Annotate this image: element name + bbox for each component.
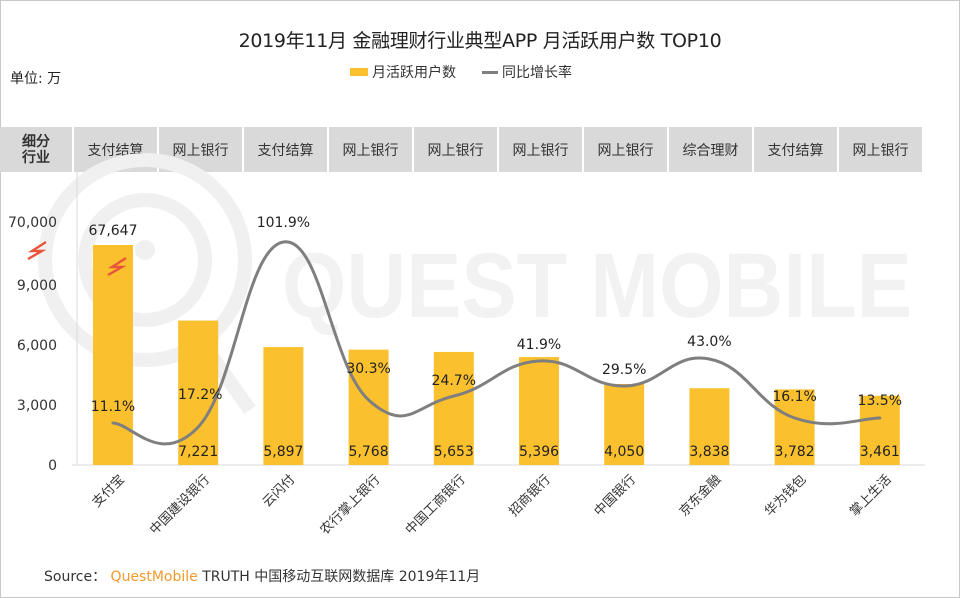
segment-cell: 网上银行 xyxy=(839,127,924,172)
bar-value-label: 3,782 xyxy=(775,444,815,460)
source-prefix: Source： xyxy=(44,569,107,585)
growth-value-label: 43.0% xyxy=(687,334,731,350)
watermark-dot xyxy=(135,240,155,260)
bar xyxy=(774,389,815,465)
chart-title: 2019年11月 金融理财行业典型APP 月活跃用户数 TOP10 xyxy=(238,30,722,52)
legend: 月活跃用户数 同比增长率 xyxy=(350,62,572,82)
bar xyxy=(433,351,474,465)
axis-break-icon xyxy=(27,240,47,261)
watermark-text: QUEST MOBILE xyxy=(282,235,912,337)
segment-cell: 网上银行 xyxy=(414,127,499,172)
source-brand: QuestMobile xyxy=(110,569,198,585)
growth-value-label: 13.5% xyxy=(858,393,902,409)
growth-value-label: 17.2% xyxy=(178,387,222,403)
segment-header-line-1: 细分 xyxy=(22,133,50,150)
segment-cell: 网上银行 xyxy=(499,127,584,172)
bar-break-icon xyxy=(107,256,127,277)
bar xyxy=(604,384,645,465)
unit-label: 单位: 万 xyxy=(10,71,62,87)
bar-value-label: 5,768 xyxy=(349,444,389,460)
x-tick-label: 中国工商银行 xyxy=(403,472,469,538)
y-tick-label: 9,000 xyxy=(17,278,57,294)
x-tick-label: 云闪付 xyxy=(260,472,298,510)
source-note: Source： QuestMobile TRUTH 中国移动互联网数据库 201… xyxy=(44,566,480,586)
bar-value-label: 7,221 xyxy=(178,444,218,460)
x-tick-label: 支付宝 xyxy=(90,472,128,510)
x-tick-label: 掌上生活 xyxy=(847,472,894,519)
legend-bar-label: 月活跃用户数 xyxy=(372,65,456,81)
bar xyxy=(859,395,900,465)
y-tick-label: 3,000 xyxy=(17,398,57,414)
x-tick-label: 京东金融 xyxy=(676,472,724,520)
growth-value-label: 101.9% xyxy=(257,215,310,231)
y-tick-label: 0 xyxy=(48,458,57,474)
data-labels: 67,647 7,221 5,897 5,768 5,653 5,396 4,050 3,83… xyxy=(89,215,903,460)
segment-cell: 网上银行 xyxy=(584,127,669,172)
axis-breaks xyxy=(27,240,127,277)
bar-value-label: 67,647 xyxy=(89,223,138,239)
segment-header-line-2: 行业 xyxy=(22,149,50,166)
growth-line-path xyxy=(111,240,882,446)
bar-value-label: 3,838 xyxy=(689,444,729,460)
legend-line-label: 同比增长率 xyxy=(502,65,572,81)
x-tick-label: 中国银行 xyxy=(592,472,639,519)
bar-value-label: 4,050 xyxy=(604,444,644,460)
segment-cells: 支付结算 网上银行 支付结算 网上银行 网上银行 网上银行 网上银行 综合理财 支付结算 网上银行 xyxy=(74,127,924,172)
bar xyxy=(348,349,389,465)
bar xyxy=(263,347,304,465)
growth-value-label: 16.1% xyxy=(772,389,816,405)
bar xyxy=(689,388,730,465)
bar-value-label: 3,461 xyxy=(860,444,900,460)
growth-value-label: 11.1% xyxy=(91,399,135,415)
growth-value-label: 41.9% xyxy=(517,337,561,353)
x-tick-label: 农行掌上银行 xyxy=(318,472,384,538)
watermark: QUEST MOBILE xyxy=(38,153,912,415)
bars xyxy=(93,245,900,465)
x-tick-labels: 支付宝 中国建设银行 云闪付 农行掌上银行 中国工商银行 招商银行 中国银行 京东金融 华为钱包… xyxy=(90,472,895,538)
growth-value-label: 29.5% xyxy=(602,362,646,378)
segment-cell: 综合理财 xyxy=(669,127,754,172)
bar xyxy=(178,320,219,465)
y-tick-label: 6,000 xyxy=(17,338,57,354)
segment-row: 细分 行业 支付结算 网上银行 支付结算 网上银行 网上银行 网上银行 网上银行 综合理财 支付… xyxy=(0,127,924,172)
bar-value-label: 5,396 xyxy=(519,444,559,460)
segment-cell: 网上银行 xyxy=(329,127,414,172)
bar xyxy=(519,357,559,465)
watermark-logo-icon xyxy=(38,153,256,415)
segment-cell: 支付结算 xyxy=(754,127,839,172)
legend-line-swatch xyxy=(482,70,498,74)
x-tick-label: 华为钱包 xyxy=(762,472,809,519)
legend-bar-swatch xyxy=(350,68,368,76)
growth-value-label: 30.3% xyxy=(346,361,390,377)
bar-value-label: 5,897 xyxy=(263,444,303,460)
growth-line xyxy=(111,240,882,446)
growth-value-label: 24.7% xyxy=(432,373,476,389)
y-ticks: 0 3,000 6,000 9,000 70,000 xyxy=(8,215,57,474)
x-tick-label: 招商银行 xyxy=(506,472,553,519)
source-suffix: TRUTH 中国移动互联网数据库 2019年11月 xyxy=(202,569,481,585)
bar-value-label: 5,653 xyxy=(434,444,474,460)
bar xyxy=(93,245,133,465)
segment-cell: 支付结算 xyxy=(244,127,329,172)
y-tick-label: 70,000 xyxy=(8,215,57,231)
x-tick-label: 中国建设银行 xyxy=(147,472,213,538)
segment-header: 细分 行业 xyxy=(0,127,74,172)
